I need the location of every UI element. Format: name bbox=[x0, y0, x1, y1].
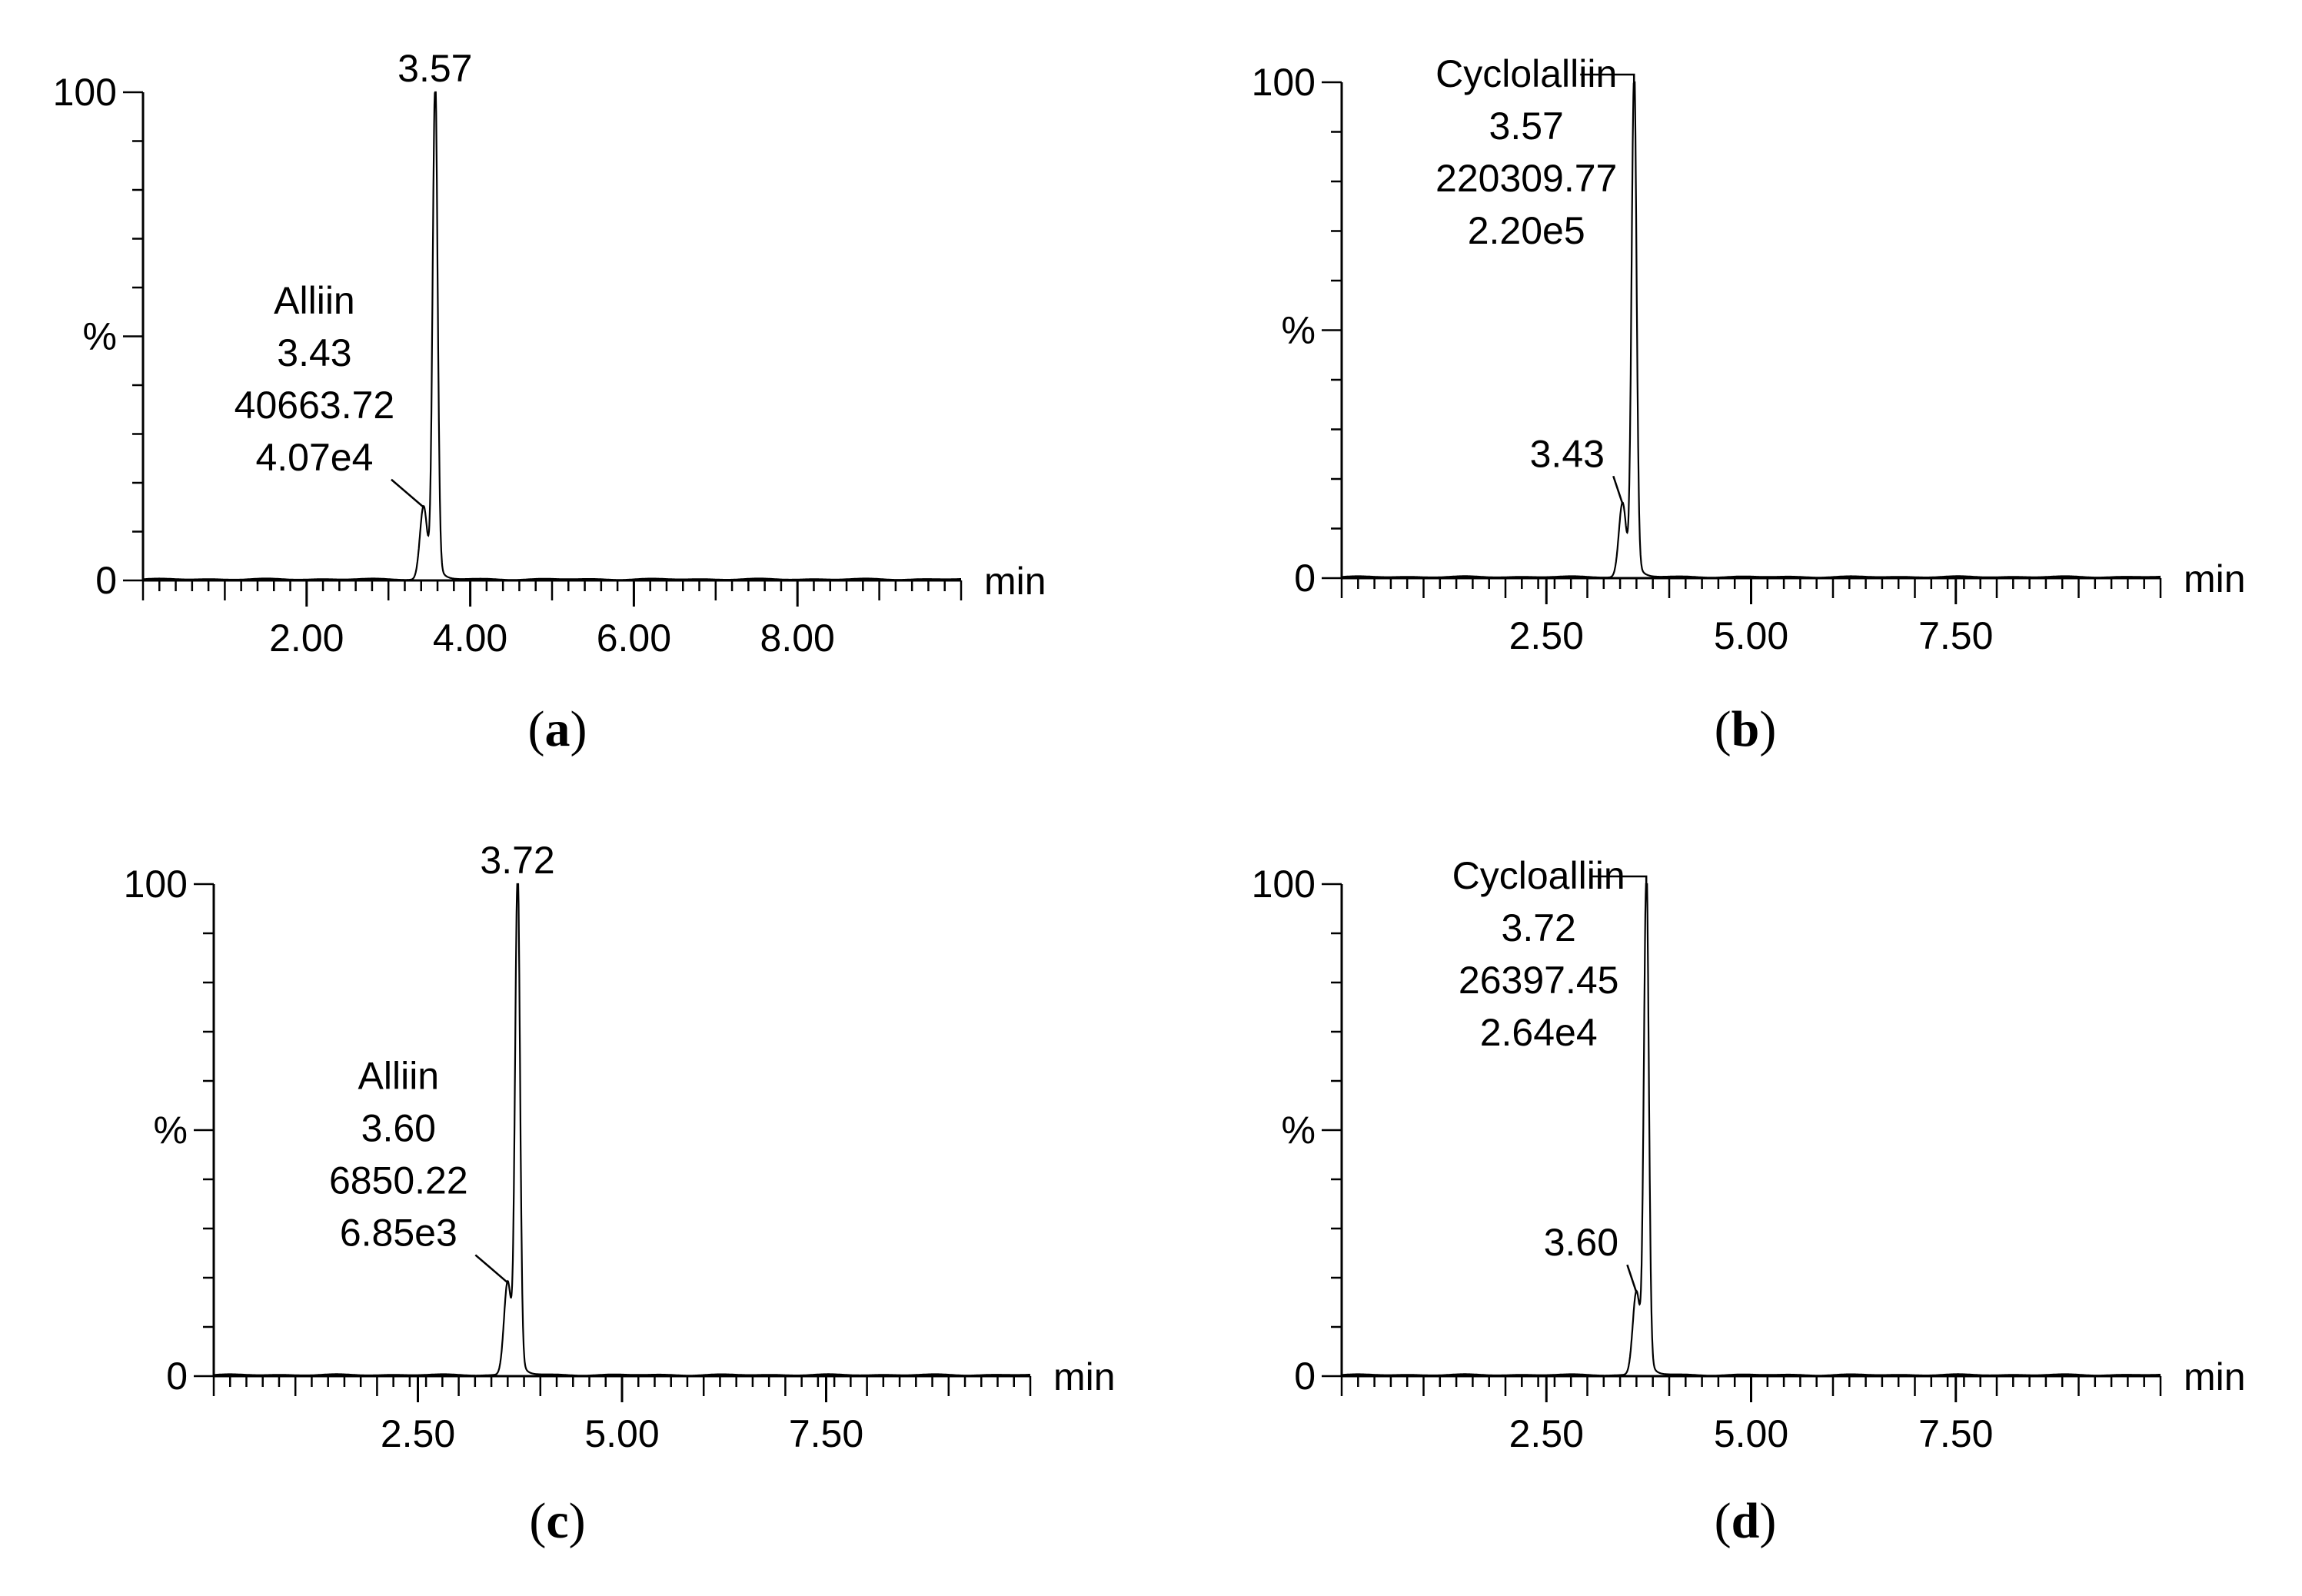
peak-label-line: 3.72 bbox=[1502, 906, 1576, 949]
panel-caption: (a) bbox=[528, 701, 587, 757]
peak-label-line: Alliin bbox=[358, 1054, 440, 1097]
y-tick-label-0: 0 bbox=[1294, 1355, 1316, 1398]
y-tick-label-100: 100 bbox=[124, 863, 188, 906]
y-tick-label-100: 100 bbox=[1252, 61, 1316, 104]
peak-label-leader bbox=[391, 478, 424, 508]
y-axis-label: % bbox=[1282, 1109, 1316, 1152]
x-tick-label: 8.00 bbox=[760, 617, 835, 660]
panel-d: 0 100% 2.50 5.00 7.50 min 3.60 Cycloalliin 3.72 2… bbox=[1252, 854, 2246, 1455]
peak-label-leader bbox=[1626, 1264, 1638, 1293]
peak-label-leader bbox=[1592, 875, 1648, 884]
x-axis-label: min bbox=[1053, 1355, 1116, 1398]
peak-label-line: 3.43 bbox=[277, 331, 351, 374]
chromatogram-trace bbox=[1342, 883, 2161, 1377]
chromatogram-trace bbox=[214, 883, 1031, 1377]
peak-label-line: 2.20e5 bbox=[1468, 209, 1585, 252]
chromatogram-trace bbox=[143, 91, 961, 581]
panel-caption: (c) bbox=[529, 1493, 585, 1549]
y-axis-label: % bbox=[1282, 309, 1316, 352]
peak-label-line: 3.57 bbox=[398, 47, 472, 90]
x-tick-label: 5.00 bbox=[584, 1412, 659, 1455]
panel-caption: (b) bbox=[1715, 701, 1777, 757]
chromatogram-trace bbox=[1342, 81, 2161, 579]
x-tick-label: 7.50 bbox=[1918, 614, 1993, 657]
peak-label-line: 3.43 bbox=[1530, 432, 1605, 475]
y-tick-label-0: 0 bbox=[166, 1355, 188, 1398]
peak-label-leader bbox=[474, 1254, 509, 1284]
y-axis-label: % bbox=[83, 315, 117, 358]
x-tick-label: 2.50 bbox=[1509, 614, 1584, 657]
x-tick-label: 2.00 bbox=[269, 617, 344, 660]
panel-caption-letter: a bbox=[545, 701, 571, 757]
y-tick-label-0: 0 bbox=[95, 559, 117, 602]
peak-label-line: 3.57 bbox=[1489, 105, 1564, 148]
peak-label-line: 6850.22 bbox=[329, 1159, 468, 1202]
peak-label-line: Alliin bbox=[274, 279, 355, 322]
peak-label-line: 3.72 bbox=[480, 839, 554, 882]
peak-label-line: 3.60 bbox=[1544, 1221, 1618, 1264]
panel-caption-letter: c bbox=[546, 1493, 568, 1549]
x-tick-label: 7.50 bbox=[789, 1412, 863, 1455]
x-axis-label: min bbox=[984, 560, 1046, 603]
peak-label-leader bbox=[1612, 475, 1624, 504]
panel-caption-letter: b bbox=[1731, 701, 1760, 757]
panel-b: 0 100% 2.50 5.00 7.50 min 3.43 Cyclolalliin 3.57… bbox=[1252, 52, 2246, 657]
peak-label-line: Cyclolalliin bbox=[1435, 52, 1617, 95]
panel-c: 0 100% 2.50 5.00 7.50 min Alliin 3.60 6850.22 6.8… bbox=[124, 839, 1116, 1455]
x-tick-label: 5.00 bbox=[1714, 614, 1788, 657]
panel-a: 0 100% 2.00 4.00 6.00 8.00 min Alliin 3.43 40663.… bbox=[53, 47, 1046, 660]
x-tick-label: 4.00 bbox=[433, 617, 507, 660]
x-axis-label: min bbox=[2184, 557, 2246, 600]
peak-label-leader bbox=[1580, 73, 1635, 82]
y-tick-label-100: 100 bbox=[53, 71, 117, 114]
y-tick-label-0: 0 bbox=[1294, 557, 1316, 600]
peak-label-line: 220309.77 bbox=[1435, 157, 1617, 200]
peak-label-line: 3.60 bbox=[361, 1106, 436, 1149]
peak-label-line: 2.64e4 bbox=[1480, 1011, 1598, 1054]
x-tick-label: 5.00 bbox=[1714, 1412, 1788, 1455]
y-tick-label-100: 100 bbox=[1252, 863, 1316, 906]
panel-caption: (d) bbox=[1715, 1493, 1777, 1549]
peak-label-line: 40663.72 bbox=[235, 384, 395, 427]
peak-label-line: 6.85e3 bbox=[340, 1211, 457, 1254]
x-tick-label: 2.50 bbox=[381, 1412, 455, 1455]
y-axis-label: % bbox=[154, 1109, 188, 1152]
peak-label-line: Cycloalliin bbox=[1452, 854, 1625, 897]
x-tick-label: 2.50 bbox=[1509, 1412, 1584, 1455]
peak-label-line: 26397.45 bbox=[1459, 959, 1619, 1002]
panel-caption-letter: d bbox=[1731, 1493, 1760, 1549]
peak-label-line: 4.07e4 bbox=[255, 436, 373, 479]
x-axis-label: min bbox=[2184, 1355, 2246, 1398]
x-tick-label: 6.00 bbox=[597, 617, 671, 660]
x-tick-label: 7.50 bbox=[1918, 1412, 1993, 1455]
